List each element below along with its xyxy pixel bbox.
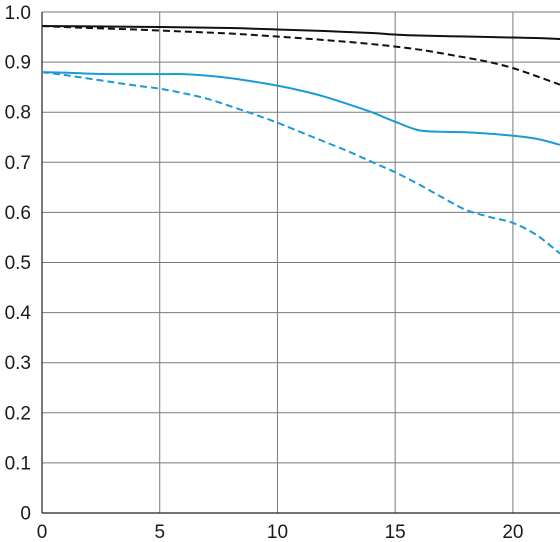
y-tick-label: 0.2 <box>5 403 31 424</box>
y-tick-label: 0.7 <box>5 153 31 174</box>
y-tick-label: 0.1 <box>5 453 31 474</box>
horizontal-gridlines <box>42 11 560 464</box>
series-lines <box>41 25 560 255</box>
series-line-4-dashed <box>41 71 560 255</box>
y-tick-label: 0.3 <box>5 353 31 374</box>
y-tick-label: 0.8 <box>5 103 31 124</box>
y-tick-label: 0 <box>20 504 31 525</box>
y-tick-label: 1.0 <box>5 3 31 24</box>
x-tick-label: 5 <box>154 522 165 542</box>
x-tick-label: 15 <box>385 522 406 542</box>
y-tick-labels: 0 0.1 0.2 0.3 0.4 0.5 0.6 0.7 0.8 0.9 1.0 <box>5 3 32 525</box>
y-tick-label: 0.9 <box>5 53 31 74</box>
x-tick-label: 20 <box>502 522 523 542</box>
y-tick-label: 0.5 <box>5 253 31 274</box>
series-line-1-solid <box>41 25 560 41</box>
y-tick-label: 0.6 <box>5 203 31 224</box>
x-tick-label: 10 <box>267 522 288 542</box>
axes <box>41 12 560 514</box>
series-line-2-dashed <box>41 25 560 86</box>
x-tick-label: 0 <box>37 522 48 542</box>
y-tick-label: 0.4 <box>5 303 32 324</box>
series-line-3-solid <box>41 71 560 146</box>
x-tick-labels: 0 5 10 15 20 <box>37 522 524 542</box>
